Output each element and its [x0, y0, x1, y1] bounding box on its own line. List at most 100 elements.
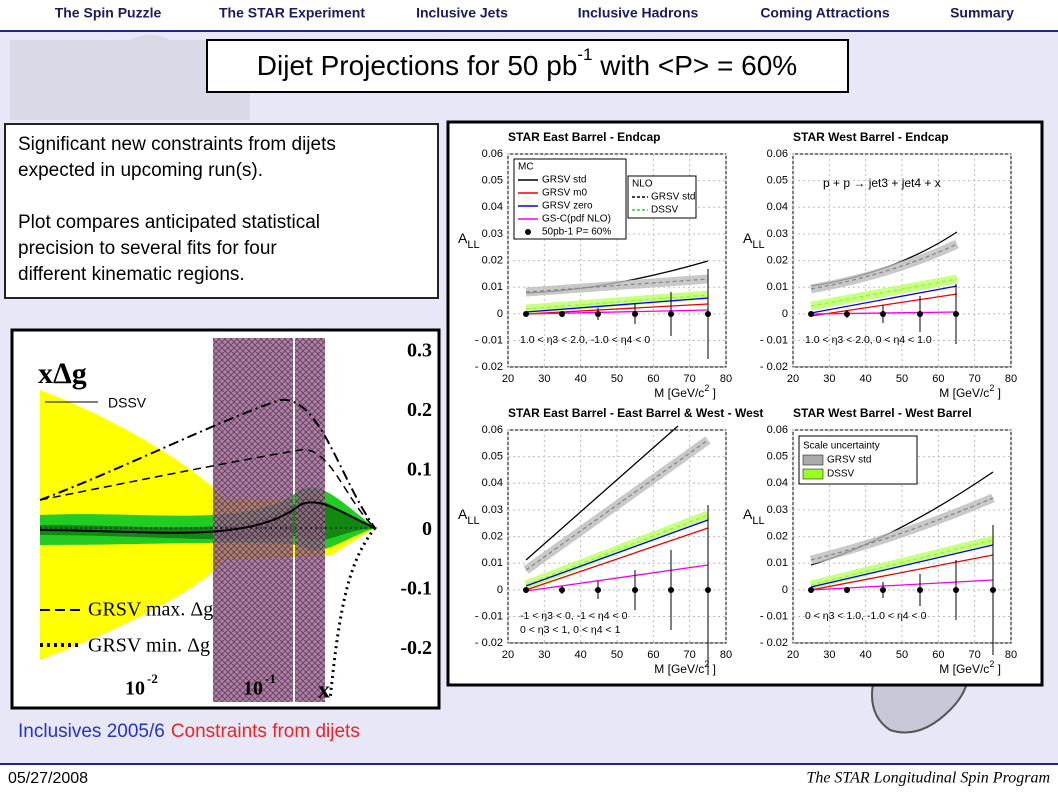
x-tick-label: 40: [860, 373, 872, 385]
nav-item: The Spin Puzzle: [55, 5, 162, 21]
x-axis-label-text: M [GeV/c: [939, 386, 989, 400]
uncertainty-band: [809, 493, 995, 565]
point: [595, 587, 601, 593]
puzzle-decor: [10, 35, 250, 120]
curve: [810, 554, 994, 591]
curve: [810, 579, 994, 591]
nav: The Spin Puzzle The STAR Experiment Inclus…: [55, 5, 1014, 21]
point: [953, 587, 959, 593]
y-tick-label: - 0.02: [760, 637, 788, 649]
x-tick-label: 50: [896, 373, 908, 385]
legend-label: GRSV std: [651, 192, 695, 203]
curve: [39, 501, 376, 534]
x-tick-label: 40: [575, 649, 587, 661]
caption-left: Inclusives 2005/6: [18, 721, 165, 742]
legend-swatch: [525, 229, 531, 235]
y-tick-label: 0.04: [767, 477, 788, 489]
curve: [525, 439, 709, 571]
curve: [328, 527, 377, 701]
x-axis-label-text: M [GeV/c: [939, 662, 989, 676]
point: [705, 587, 711, 593]
x-tick-label: 70: [684, 373, 696, 385]
y-tick-label: - 0.01: [475, 610, 503, 622]
point: [808, 311, 814, 317]
x-label: x: [318, 678, 330, 704]
y-axis-label-sub: LL: [752, 239, 764, 251]
slide-title: Dijet Projections for 50 pb-1 with <P> =…: [257, 45, 797, 81]
point: [523, 311, 529, 317]
x-tick-label: 40: [575, 373, 587, 385]
x-tick-label: 40: [860, 649, 872, 661]
y-tick-label: - 0.01: [760, 334, 788, 346]
point: [632, 587, 638, 593]
x-tick-label: 20: [787, 373, 799, 385]
y-tick-label: 0.02: [767, 255, 788, 267]
panel-title: STAR East Barrel - Endcap: [508, 130, 660, 144]
x-tick-label: 60: [647, 649, 659, 661]
y-tick-label: 0: [782, 308, 788, 320]
curve: [810, 278, 958, 307]
y-tick-label: 0.01: [767, 281, 788, 293]
x-tick-label: 30: [538, 373, 550, 385]
point: [705, 311, 711, 317]
x-axis-label: M [GeV/c2 ]: [939, 659, 1001, 676]
nav-item: The STAR Experiment: [219, 5, 365, 21]
x-tick-label: 30: [823, 373, 835, 385]
x-axis-label-rest: ]: [709, 386, 716, 400]
footer-bar: [0, 764, 1058, 793]
curve: [810, 293, 958, 317]
curve: [525, 564, 709, 592]
sub-plot: STAR East Barrel - Endcap 0.06 0.05 0.04 0.0…: [458, 130, 732, 400]
panel-title: STAR East Barrel - East Barrel & West - …: [508, 406, 763, 420]
point: [632, 311, 638, 317]
x-tick-label: 50: [611, 373, 623, 385]
y-axis-label: ALL: [743, 230, 765, 251]
y-tick-label: 0.01: [767, 557, 788, 569]
curve: [810, 544, 994, 588]
legend-label: GRSV zero: [542, 201, 593, 212]
y-tick-label: - 0.02: [475, 637, 503, 649]
title-rest: with <P> = 60%: [593, 50, 798, 81]
y-tick-label: 0.05: [482, 175, 503, 187]
x-tick-base: 10: [243, 678, 263, 700]
legend-label: GRSV std: [542, 175, 586, 186]
y-axis-label-sub: LL: [752, 515, 764, 527]
nav-item: Inclusive Hadrons: [578, 5, 699, 21]
footer-date: 05/27/2008: [8, 770, 88, 787]
y-tick-label: 0: [422, 518, 432, 540]
text-line: Plot compares anticipated statistical: [18, 212, 320, 233]
curve: [810, 539, 994, 586]
text-line: precision to several fits for four: [18, 238, 277, 259]
y-tick-label: - 0.02: [475, 361, 503, 373]
y-tick-label: 0.05: [482, 451, 503, 463]
legend-swatch: [802, 468, 824, 480]
nav-item: Summary: [950, 5, 1014, 21]
x-tick-base: 10: [125, 678, 145, 700]
legend-label: GRSV min. Δg: [88, 635, 210, 657]
curve: [525, 294, 709, 310]
x-axis-label-text: M [GeV/c: [654, 662, 704, 676]
region-label: -1 < η3 < 0, -1 < η4 < 0: [520, 610, 628, 622]
y-tick-label: - 0.01: [760, 610, 788, 622]
x-tick-label: 80: [720, 373, 732, 385]
x-tick-exp: -1: [265, 671, 276, 686]
y-tick-label: 0.06: [482, 148, 503, 160]
x-tick-label: 50: [896, 649, 908, 661]
y-axis-label: ALL: [743, 506, 765, 527]
sub-plot: STAR West Barrel - West Barrel 0.06 0.05 0.…: [743, 406, 1017, 676]
region-label: 1.0 < η3 < 2.0, 0 < η4 < 1.0: [805, 334, 932, 346]
sub-plot: STAR East Barrel - East Barrel & West - …: [458, 406, 763, 676]
x-tick-label: 80: [720, 649, 732, 661]
y-axis-label-text: A: [743, 506, 753, 522]
y-tick-label: 0.01: [482, 281, 503, 293]
curve: [810, 285, 958, 314]
x-tick-label: 30: [823, 649, 835, 661]
x-axis-label-rest: ]: [709, 662, 716, 676]
curve: [525, 309, 709, 315]
point: [668, 587, 674, 593]
curve: [525, 527, 709, 591]
y-axis-label-sub: LL: [467, 515, 479, 527]
text-box: [4, 123, 439, 299]
y-tick-label: 0.01: [482, 557, 503, 569]
